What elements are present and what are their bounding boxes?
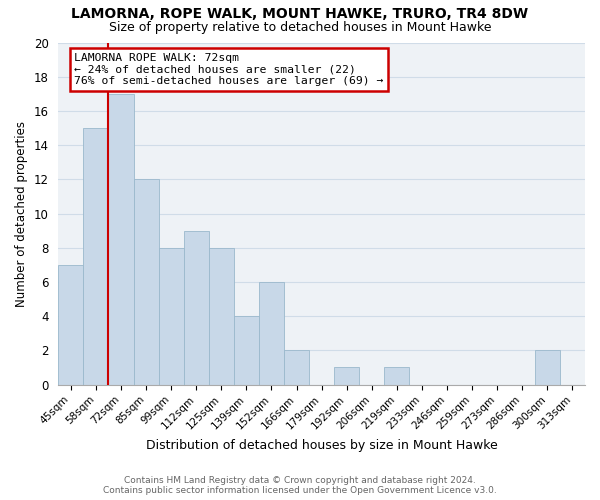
- Bar: [385, 368, 409, 384]
- Bar: [259, 282, 284, 384]
- Bar: [535, 350, 560, 384]
- Bar: [158, 248, 184, 384]
- Text: Size of property relative to detached houses in Mount Hawke: Size of property relative to detached ho…: [109, 21, 491, 34]
- Bar: [58, 265, 83, 384]
- Text: Contains HM Land Registry data © Crown copyright and database right 2024.
Contai: Contains HM Land Registry data © Crown c…: [103, 476, 497, 495]
- Text: LAMORNA, ROPE WALK, MOUNT HAWKE, TRURO, TR4 8DW: LAMORNA, ROPE WALK, MOUNT HAWKE, TRURO, …: [71, 8, 529, 22]
- Bar: [209, 248, 234, 384]
- Bar: [83, 128, 109, 384]
- Bar: [184, 230, 209, 384]
- Y-axis label: Number of detached properties: Number of detached properties: [15, 120, 28, 306]
- Bar: [109, 94, 134, 384]
- X-axis label: Distribution of detached houses by size in Mount Hawke: Distribution of detached houses by size …: [146, 440, 497, 452]
- Bar: [234, 316, 259, 384]
- Bar: [134, 180, 158, 384]
- Text: LAMORNA ROPE WALK: 72sqm
← 24% of detached houses are smaller (22)
76% of semi-d: LAMORNA ROPE WALK: 72sqm ← 24% of detach…: [74, 53, 383, 86]
- Bar: [334, 368, 359, 384]
- Bar: [284, 350, 309, 384]
